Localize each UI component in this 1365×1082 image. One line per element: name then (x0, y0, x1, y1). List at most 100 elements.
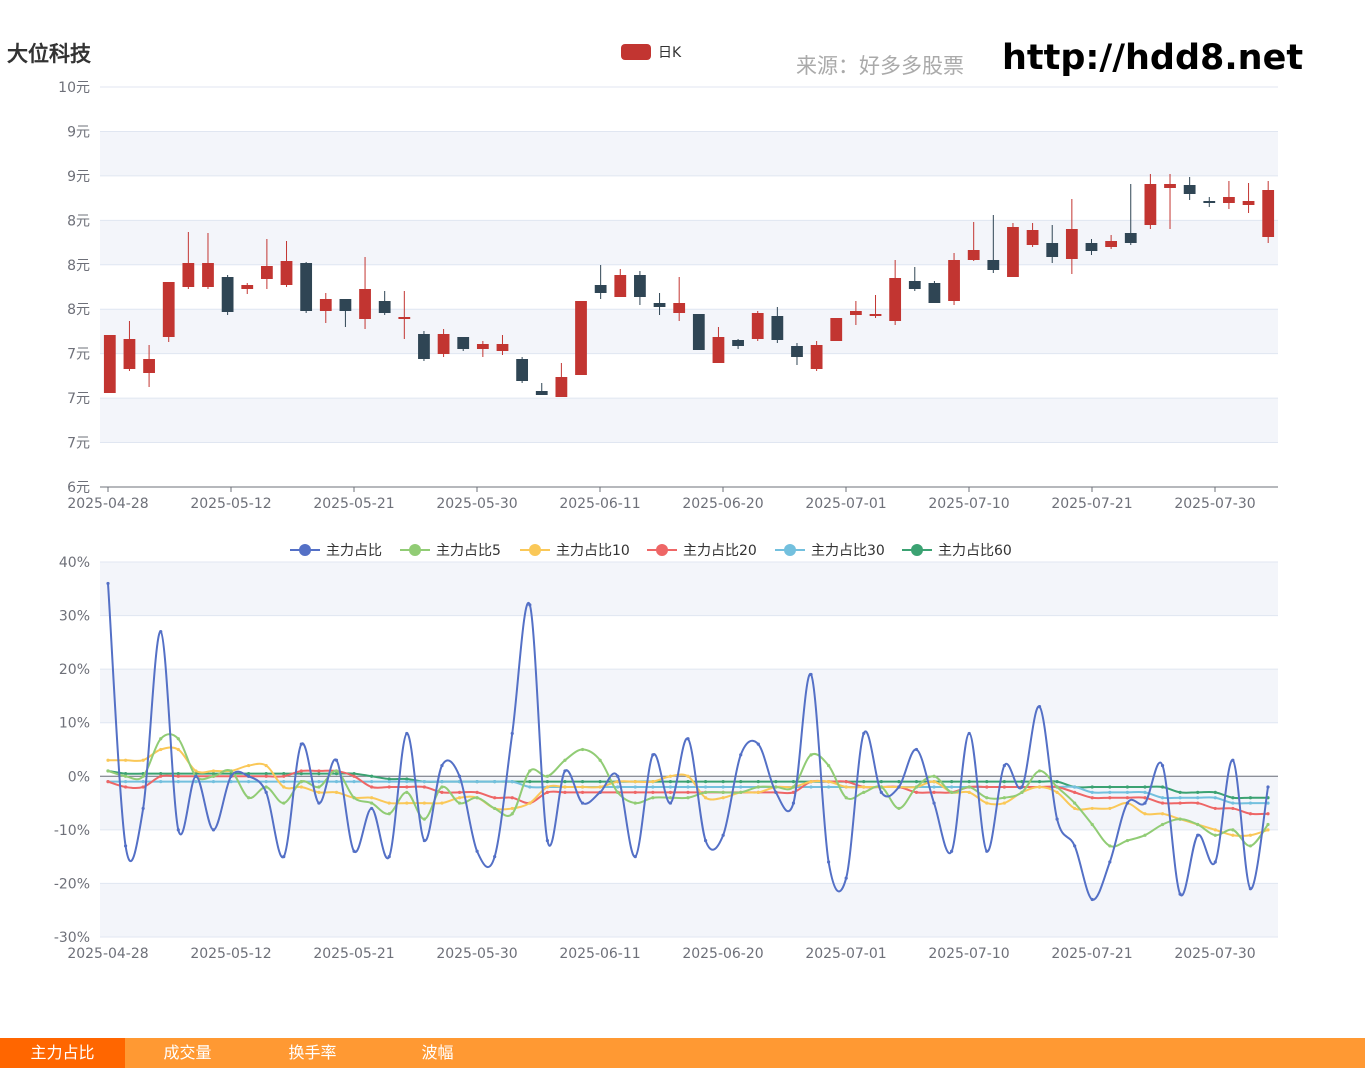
series-point (1002, 801, 1006, 805)
series-point (370, 780, 374, 784)
series-point (897, 780, 901, 784)
candle-body (1065, 229, 1078, 259)
kline-grid-band (100, 398, 1278, 443)
line-x-tick-label: 2025-06-11 (559, 946, 640, 962)
series-point (1125, 790, 1129, 794)
series-point (405, 790, 409, 794)
series-point (668, 785, 673, 789)
line-legend-label: 主力占比60 (938, 543, 1012, 559)
candle-body (162, 282, 175, 337)
series-point (1196, 796, 1200, 800)
candle-body (928, 283, 941, 303)
line-x-tick-label: 2025-05-12 (190, 946, 271, 962)
series-point (756, 790, 760, 794)
line-grid-band (100, 669, 1278, 723)
series-point (299, 769, 303, 773)
series-point (985, 785, 989, 789)
series-point (141, 806, 145, 811)
series-point (950, 780, 954, 784)
series-point (1160, 822, 1165, 827)
series-point (1143, 812, 1147, 816)
series-point (1125, 801, 1129, 805)
series-point (159, 772, 163, 776)
series-point (651, 780, 655, 784)
series-point (317, 772, 321, 776)
candle-body (496, 344, 509, 351)
series-point (1143, 796, 1147, 800)
candle-body (614, 275, 627, 297)
candle-body (221, 277, 234, 312)
candle-body (1026, 230, 1039, 245)
series-point (545, 790, 549, 794)
series-point (1108, 806, 1112, 811)
line-legend-marker (529, 544, 541, 556)
series-point (211, 774, 216, 778)
series-point (844, 780, 848, 784)
series-point (106, 758, 110, 762)
series-point (827, 860, 831, 864)
series-point (405, 731, 409, 736)
series-point (1090, 806, 1094, 811)
series-point (598, 758, 602, 762)
kline-x-tick-label: 2025-05-12 (190, 496, 271, 512)
series-point (282, 801, 286, 805)
tab-volume[interactable]: 成交量 (163, 1043, 212, 1062)
candle-body (143, 359, 155, 373)
series-point (1020, 785, 1024, 789)
series-point (616, 790, 620, 794)
candle-body (418, 334, 430, 359)
series-point (1055, 817, 1059, 821)
series-point (1143, 785, 1147, 789)
series-point (545, 838, 549, 843)
series-point (1248, 887, 1253, 891)
series-point (141, 780, 145, 784)
series-point (668, 796, 673, 800)
series-point (528, 603, 532, 607)
tab-turnover-rate[interactable]: 换手率 (288, 1043, 337, 1062)
series-point (510, 812, 514, 816)
source-label: 来源：好多多股票 (796, 54, 964, 78)
series-point (440, 780, 444, 784)
series-point (1037, 780, 1042, 784)
series-point (651, 785, 655, 789)
line-legend-label: 主力占比30 (811, 543, 885, 559)
series-point (264, 772, 268, 776)
tab-main-force-ratio[interactable]: 主力占比 (0, 1038, 125, 1068)
series-point (475, 790, 479, 794)
series-point (387, 801, 391, 805)
series-point (1090, 897, 1094, 902)
tab-amplitude[interactable]: 波幅 (421, 1043, 454, 1062)
line-x-tick-label: 2025-06-20 (682, 946, 763, 962)
line-y-tick-label: 0% (68, 769, 90, 785)
series-point (352, 780, 356, 784)
series-point (457, 790, 462, 794)
series-point (211, 769, 216, 773)
candle-body (123, 339, 136, 369)
series-point (791, 780, 796, 784)
line-legend-label: 主力占比 (326, 543, 382, 559)
series-point (229, 769, 233, 773)
series-point (703, 785, 708, 789)
series-point (123, 758, 128, 762)
series-point (422, 780, 426, 784)
series-point (405, 780, 409, 784)
candle-body (319, 299, 332, 311)
series-point (528, 801, 532, 805)
series-point (791, 790, 796, 794)
series-point (1108, 844, 1112, 848)
series-point (686, 796, 690, 800)
candle-body (1242, 201, 1255, 205)
site-url-link[interactable]: http://hdd8.net (1002, 38, 1304, 78)
series-point (299, 780, 303, 784)
series-point (563, 758, 567, 762)
kline-y-tick-label: 7元 (67, 347, 90, 363)
series-point (1125, 796, 1129, 800)
candle-body (1262, 190, 1275, 237)
series-point (317, 769, 321, 773)
series-point (159, 780, 163, 784)
series-point (211, 772, 216, 776)
series-point (985, 780, 989, 784)
series-point (387, 855, 391, 859)
series-point (159, 747, 163, 752)
series-point (247, 774, 251, 778)
